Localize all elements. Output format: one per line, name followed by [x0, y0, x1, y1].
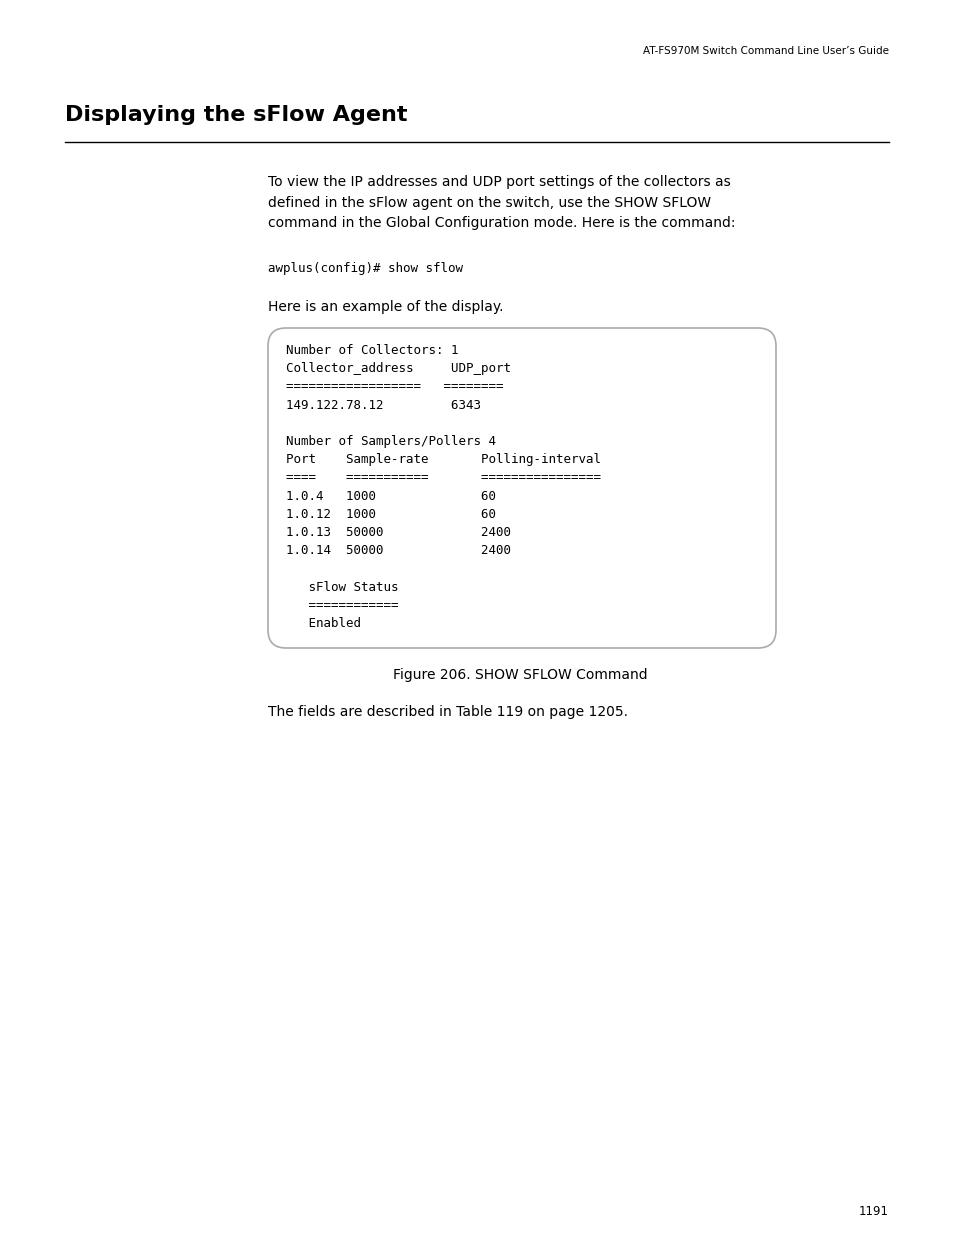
- Text: Figure 206. SHOW SFLOW Command: Figure 206. SHOW SFLOW Command: [393, 668, 647, 682]
- Text: Here is an example of the display.: Here is an example of the display.: [268, 300, 503, 314]
- Text: Number of Collectors: 1
Collector_address     UDP_port
==================   ====: Number of Collectors: 1 Collector_addres…: [286, 345, 600, 630]
- Text: Displaying the sFlow Agent: Displaying the sFlow Agent: [65, 105, 407, 125]
- Text: To view the IP addresses and UDP port settings of the collectors as
defined in t: To view the IP addresses and UDP port se…: [268, 175, 735, 230]
- Text: awplus(config)# show sflow: awplus(config)# show sflow: [268, 262, 462, 275]
- Text: 1191: 1191: [858, 1205, 888, 1218]
- Text: The fields are described in Table 119 on page 1205.: The fields are described in Table 119 on…: [268, 705, 627, 719]
- Text: AT-FS970M Switch Command Line User’s Guide: AT-FS970M Switch Command Line User’s Gui…: [642, 46, 888, 56]
- FancyBboxPatch shape: [268, 329, 775, 648]
